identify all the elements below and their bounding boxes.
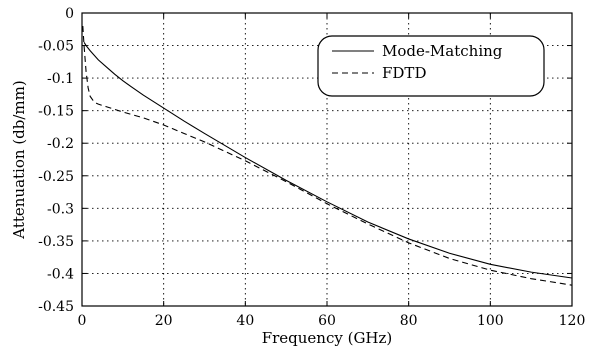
- legend-label-mode-matching: Mode-Matching: [382, 42, 503, 60]
- y-tick-label: -0.3: [47, 201, 74, 217]
- y-tick-label: 0: [65, 6, 74, 22]
- y-tick-label: -0.1: [47, 71, 74, 87]
- x-tick-label: 100: [477, 313, 504, 329]
- x-tick-label: 0: [78, 313, 87, 329]
- y-tick-label: -0.15: [38, 104, 74, 120]
- x-tick-label: 60: [318, 313, 336, 329]
- series-layer: [82, 25, 573, 286]
- axis-ticks: 0 20 40 60 80 100 120 0 -0.05 -0.1 -0.15 -0.2 -0.25 -…: [38, 6, 585, 329]
- y-tick-label: -0.4: [47, 266, 74, 282]
- y-axis-label: Attenuation (db/mm): [10, 80, 28, 239]
- series-line-mode-matching: [83, 42, 573, 279]
- y-tick-label: -0.2: [47, 136, 74, 152]
- x-tick-label: 40: [236, 313, 254, 329]
- x-tick-label: 120: [559, 313, 586, 329]
- legend-label-fdtd: FDTD: [382, 64, 426, 82]
- series-line-fdtd: [82, 25, 573, 286]
- y-tick-label: -0.05: [38, 39, 74, 55]
- x-tick-label: 80: [400, 313, 418, 329]
- y-tick-label: -0.35: [38, 234, 74, 250]
- y-tick-label: -0.45: [38, 299, 74, 315]
- y-tick-label: -0.25: [38, 169, 74, 185]
- x-axis-label: Frequency (GHz): [262, 329, 393, 347]
- x-tick-label: 20: [155, 313, 173, 329]
- legend: Mode-Matching FDTD: [317, 35, 545, 97]
- legend-box: [317, 35, 545, 97]
